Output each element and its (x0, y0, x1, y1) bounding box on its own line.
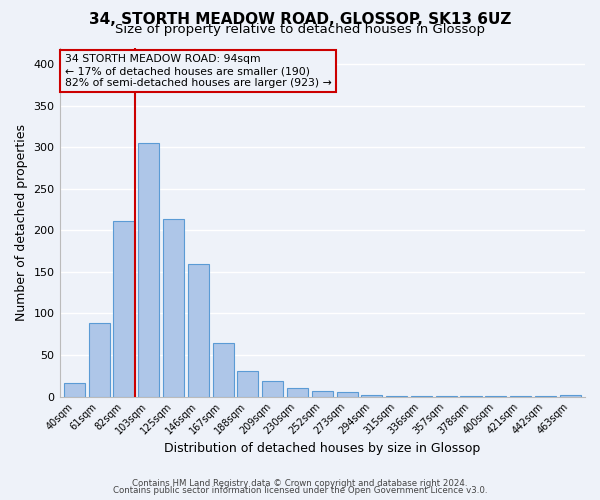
Bar (163, 218, 184, 396)
Bar (337, 392, 358, 396)
Text: 34 STORTH MEADOW ROAD: 94sqm
← 17% of detached houses are smaller (190)
82% of s: 34 STORTH MEADOW ROAD: 94sqm ← 17% of de… (65, 54, 332, 88)
Bar (64, 384, 85, 396)
Text: Size of property relative to detached houses in Glossop: Size of property relative to detached ho… (115, 22, 485, 36)
Bar (89, 324, 110, 396)
Text: 34, STORTH MEADOW ROAD, GLOSSOP, SK13 6UZ: 34, STORTH MEADOW ROAD, GLOSSOP, SK13 6U… (89, 12, 511, 28)
Bar (138, 143, 160, 397)
Text: Contains HM Land Registry data © Crown copyright and database right 2024.: Contains HM Land Registry data © Crown c… (132, 478, 468, 488)
Bar (212, 344, 233, 396)
Bar (188, 264, 209, 396)
Bar (361, 395, 382, 396)
Bar (113, 221, 134, 396)
Bar (262, 381, 283, 396)
Y-axis label: Number of detached properties: Number of detached properties (15, 124, 28, 320)
Bar (238, 371, 259, 396)
Bar (287, 388, 308, 396)
Bar (312, 391, 333, 396)
Text: Contains public sector information licensed under the Open Government Licence v3: Contains public sector information licen… (113, 486, 487, 495)
X-axis label: Distribution of detached houses by size in Glossop: Distribution of detached houses by size … (164, 442, 481, 455)
Bar (560, 395, 581, 396)
